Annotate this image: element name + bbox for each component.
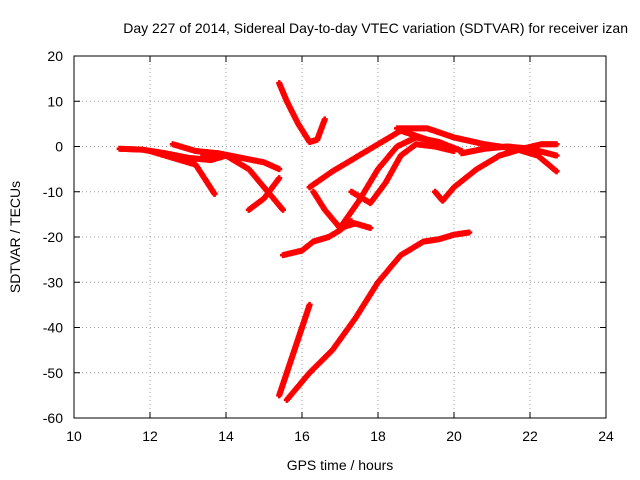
x-tick-label: 10 [66, 428, 82, 444]
plot-frame [73, 55, 607, 419]
data-point [367, 224, 374, 231]
y-tick-label: 10 [47, 93, 63, 109]
data-point [553, 141, 560, 148]
series-arc-j [337, 134, 465, 231]
data-point [211, 191, 218, 198]
data-point [466, 229, 473, 236]
series-arc-n [458, 143, 560, 159]
x-tick-label: 20 [446, 428, 462, 444]
series-arc-i [310, 188, 374, 231]
series-arc-k [348, 141, 457, 207]
x-tick-label: 22 [522, 428, 538, 444]
y-tick-label: -40 [43, 320, 63, 336]
series-arc-e [245, 175, 283, 213]
chart-title: Day 227 of 2014, Sidereal Day-to-day VTE… [123, 20, 628, 36]
data-point [276, 175, 283, 182]
data-point [321, 116, 328, 123]
y-tick-label: -50 [43, 365, 63, 381]
x-tick-label: 12 [142, 428, 158, 444]
series-arc-f [276, 80, 328, 145]
series-arc-o [276, 301, 313, 399]
y-tick-label: -10 [43, 184, 63, 200]
x-axis-label: GPS time / hours [287, 457, 394, 473]
x-tick-label: 16 [294, 428, 310, 444]
x-tick-label: 24 [598, 428, 614, 444]
y-tick-label: 20 [47, 48, 63, 64]
y-tick-label: -30 [43, 274, 63, 290]
grid [74, 56, 606, 418]
series-arc-p [283, 229, 473, 403]
series-arc-m [432, 141, 560, 204]
data-point [451, 148, 457, 155]
data-points [116, 80, 560, 403]
axis-ticks: 10 12 14 16 18 20 22 24 -60 -50 -40 -30 -20 -10 0 10 20 [43, 48, 614, 444]
data-point [306, 301, 313, 308]
data-point [553, 168, 560, 175]
y-tick-label: -20 [43, 229, 63, 245]
x-tick-label: 14 [218, 428, 234, 444]
y-axis-label: SDTVAR / TECUs [7, 181, 23, 293]
data-point [276, 166, 283, 173]
x-tick-label: 18 [370, 428, 386, 444]
y-tick-label: 0 [55, 139, 63, 155]
y-tick-label: -60 [43, 410, 63, 426]
data-point [280, 206, 286, 213]
data-point [553, 152, 560, 159]
series-arc-b [147, 148, 218, 198]
